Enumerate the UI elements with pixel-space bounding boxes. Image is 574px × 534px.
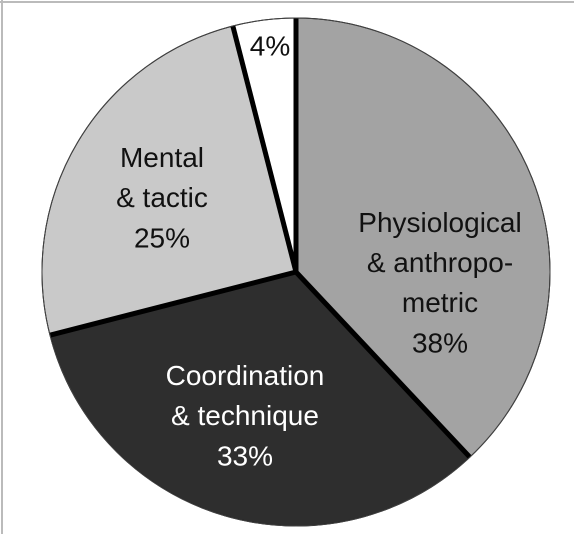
pie-outline: [41, 17, 551, 527]
slice-label: Physiological & anthropo-metric: [358, 207, 521, 318]
group-separator: [230, 25, 299, 273]
value-label: 4%: [250, 30, 290, 61]
group-separator: [294, 270, 472, 459]
group-separator: [49, 269, 297, 338]
slice-label: Coordination & technique: [166, 360, 325, 431]
labels: Physiological & anthropo-metric 38% Coordin…: [116, 30, 522, 471]
slice-label: Mental & tactic: [116, 142, 208, 213]
value-label: 38%: [412, 327, 468, 358]
value-label: 25%: [134, 222, 190, 253]
pie: [41, 17, 551, 527]
value-label: 33%: [217, 440, 273, 471]
